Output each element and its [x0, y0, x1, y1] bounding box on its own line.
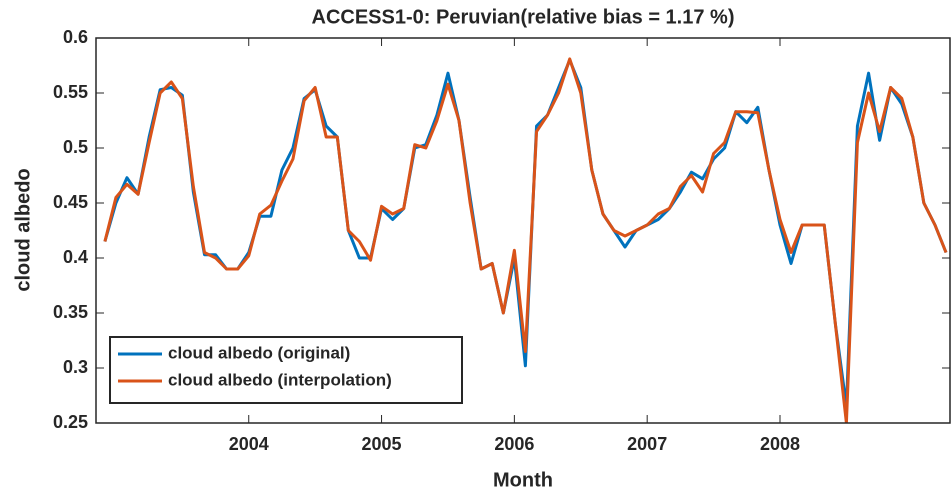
y-tick-label: 0.4	[63, 247, 88, 267]
x-tick-label: 2006	[494, 434, 534, 454]
legend-label: cloud albedo (original)	[168, 343, 350, 362]
y-tick-label: 0.55	[53, 82, 88, 102]
chart-title: ACCESS1-0: Peruvian(relative bias = 1.17…	[312, 6, 735, 28]
x-tick-label: 2008	[760, 434, 800, 454]
legend-box	[109, 336, 463, 404]
y-tick-label: 0.5	[63, 137, 88, 157]
y-tick-label: 0.25	[53, 412, 88, 432]
legend: cloud albedo (original) cloud albedo (int…	[109, 336, 463, 404]
axes-box	[95, 37, 951, 424]
x-tick-label: 2007	[627, 434, 667, 454]
x-tick-label: 2005	[362, 434, 402, 454]
y-tick-label: 0.6	[63, 27, 88, 47]
y-tick-label: 0.45	[53, 192, 88, 212]
legend-label: cloud albedo (interpolation)	[168, 370, 392, 389]
x-tick-label: 2004	[229, 434, 269, 454]
series-line	[103, 57, 948, 423]
y-tick-label: 0.3	[63, 357, 88, 377]
plot-area	[103, 57, 948, 423]
y-tick-label: 0.35	[53, 302, 88, 322]
x-axis-label: Month	[493, 469, 553, 491]
y-axis-label: cloud albedo	[12, 168, 34, 291]
